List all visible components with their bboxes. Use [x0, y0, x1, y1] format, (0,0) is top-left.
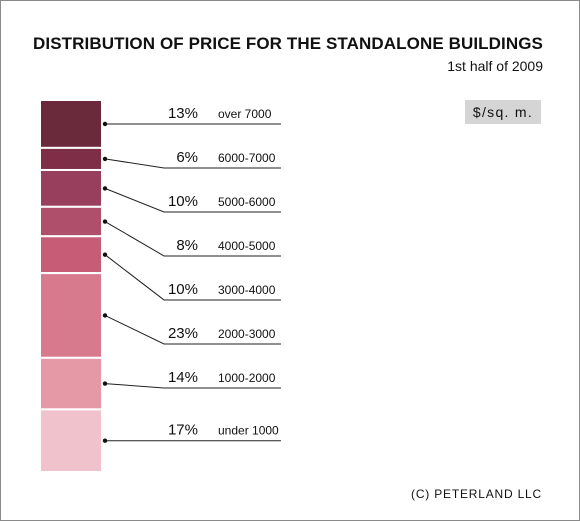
leader-line: [104, 383, 281, 389]
leader-dot: [102, 156, 108, 162]
leader-dot: [102, 252, 108, 257]
category-label: 3000-4000: [218, 283, 276, 297]
category-label: over 7000: [218, 107, 272, 121]
chart-subtitle: 1st half of 2009: [447, 58, 543, 74]
leader-line: [104, 221, 281, 257]
category-label: 5000-6000: [218, 195, 276, 209]
leader-dot: [102, 186, 108, 191]
leader-dot: [102, 381, 108, 386]
category-label: 6000-7000: [218, 151, 276, 165]
copyright-footer: (C) PETERLAND LLC: [411, 487, 542, 501]
bar-segment: [39, 272, 103, 359]
category-label: 4000-5000: [218, 239, 276, 253]
leader-line: [104, 158, 281, 169]
data-label: 23%: [168, 325, 198, 342]
data-label: 8%: [176, 237, 198, 254]
leader-dot: [102, 121, 108, 127]
bar-segment: [39, 235, 103, 275]
leader-dot: [102, 438, 108, 443]
bar-segment: [39, 205, 103, 238]
category-label: 2000-3000: [218, 327, 276, 341]
data-label: 10%: [168, 281, 198, 298]
category-label: 1000-2000: [218, 371, 276, 385]
chart-title: DISTRIBUTION OF PRICE FOR THE STANDALONE…: [33, 34, 543, 53]
leader-dot: [102, 313, 108, 318]
bar-segment: [39, 99, 103, 149]
bar-segment: [39, 146, 103, 171]
data-label: 6%: [176, 149, 198, 166]
leader-dot: [102, 219, 108, 224]
category-label: under 1000: [218, 424, 279, 438]
unit-badge: $/sq. m.: [465, 100, 541, 124]
bar-segment: [39, 356, 103, 411]
leader-line: [104, 254, 281, 301]
leader-line: [104, 315, 281, 345]
data-label: 13%: [168, 105, 198, 122]
data-label: 17%: [168, 422, 198, 439]
leader-line: [104, 187, 281, 213]
bar-segment: [39, 168, 103, 208]
bar-segment: [39, 408, 103, 473]
data-label: 10%: [168, 193, 198, 210]
data-label: 14%: [168, 369, 198, 386]
